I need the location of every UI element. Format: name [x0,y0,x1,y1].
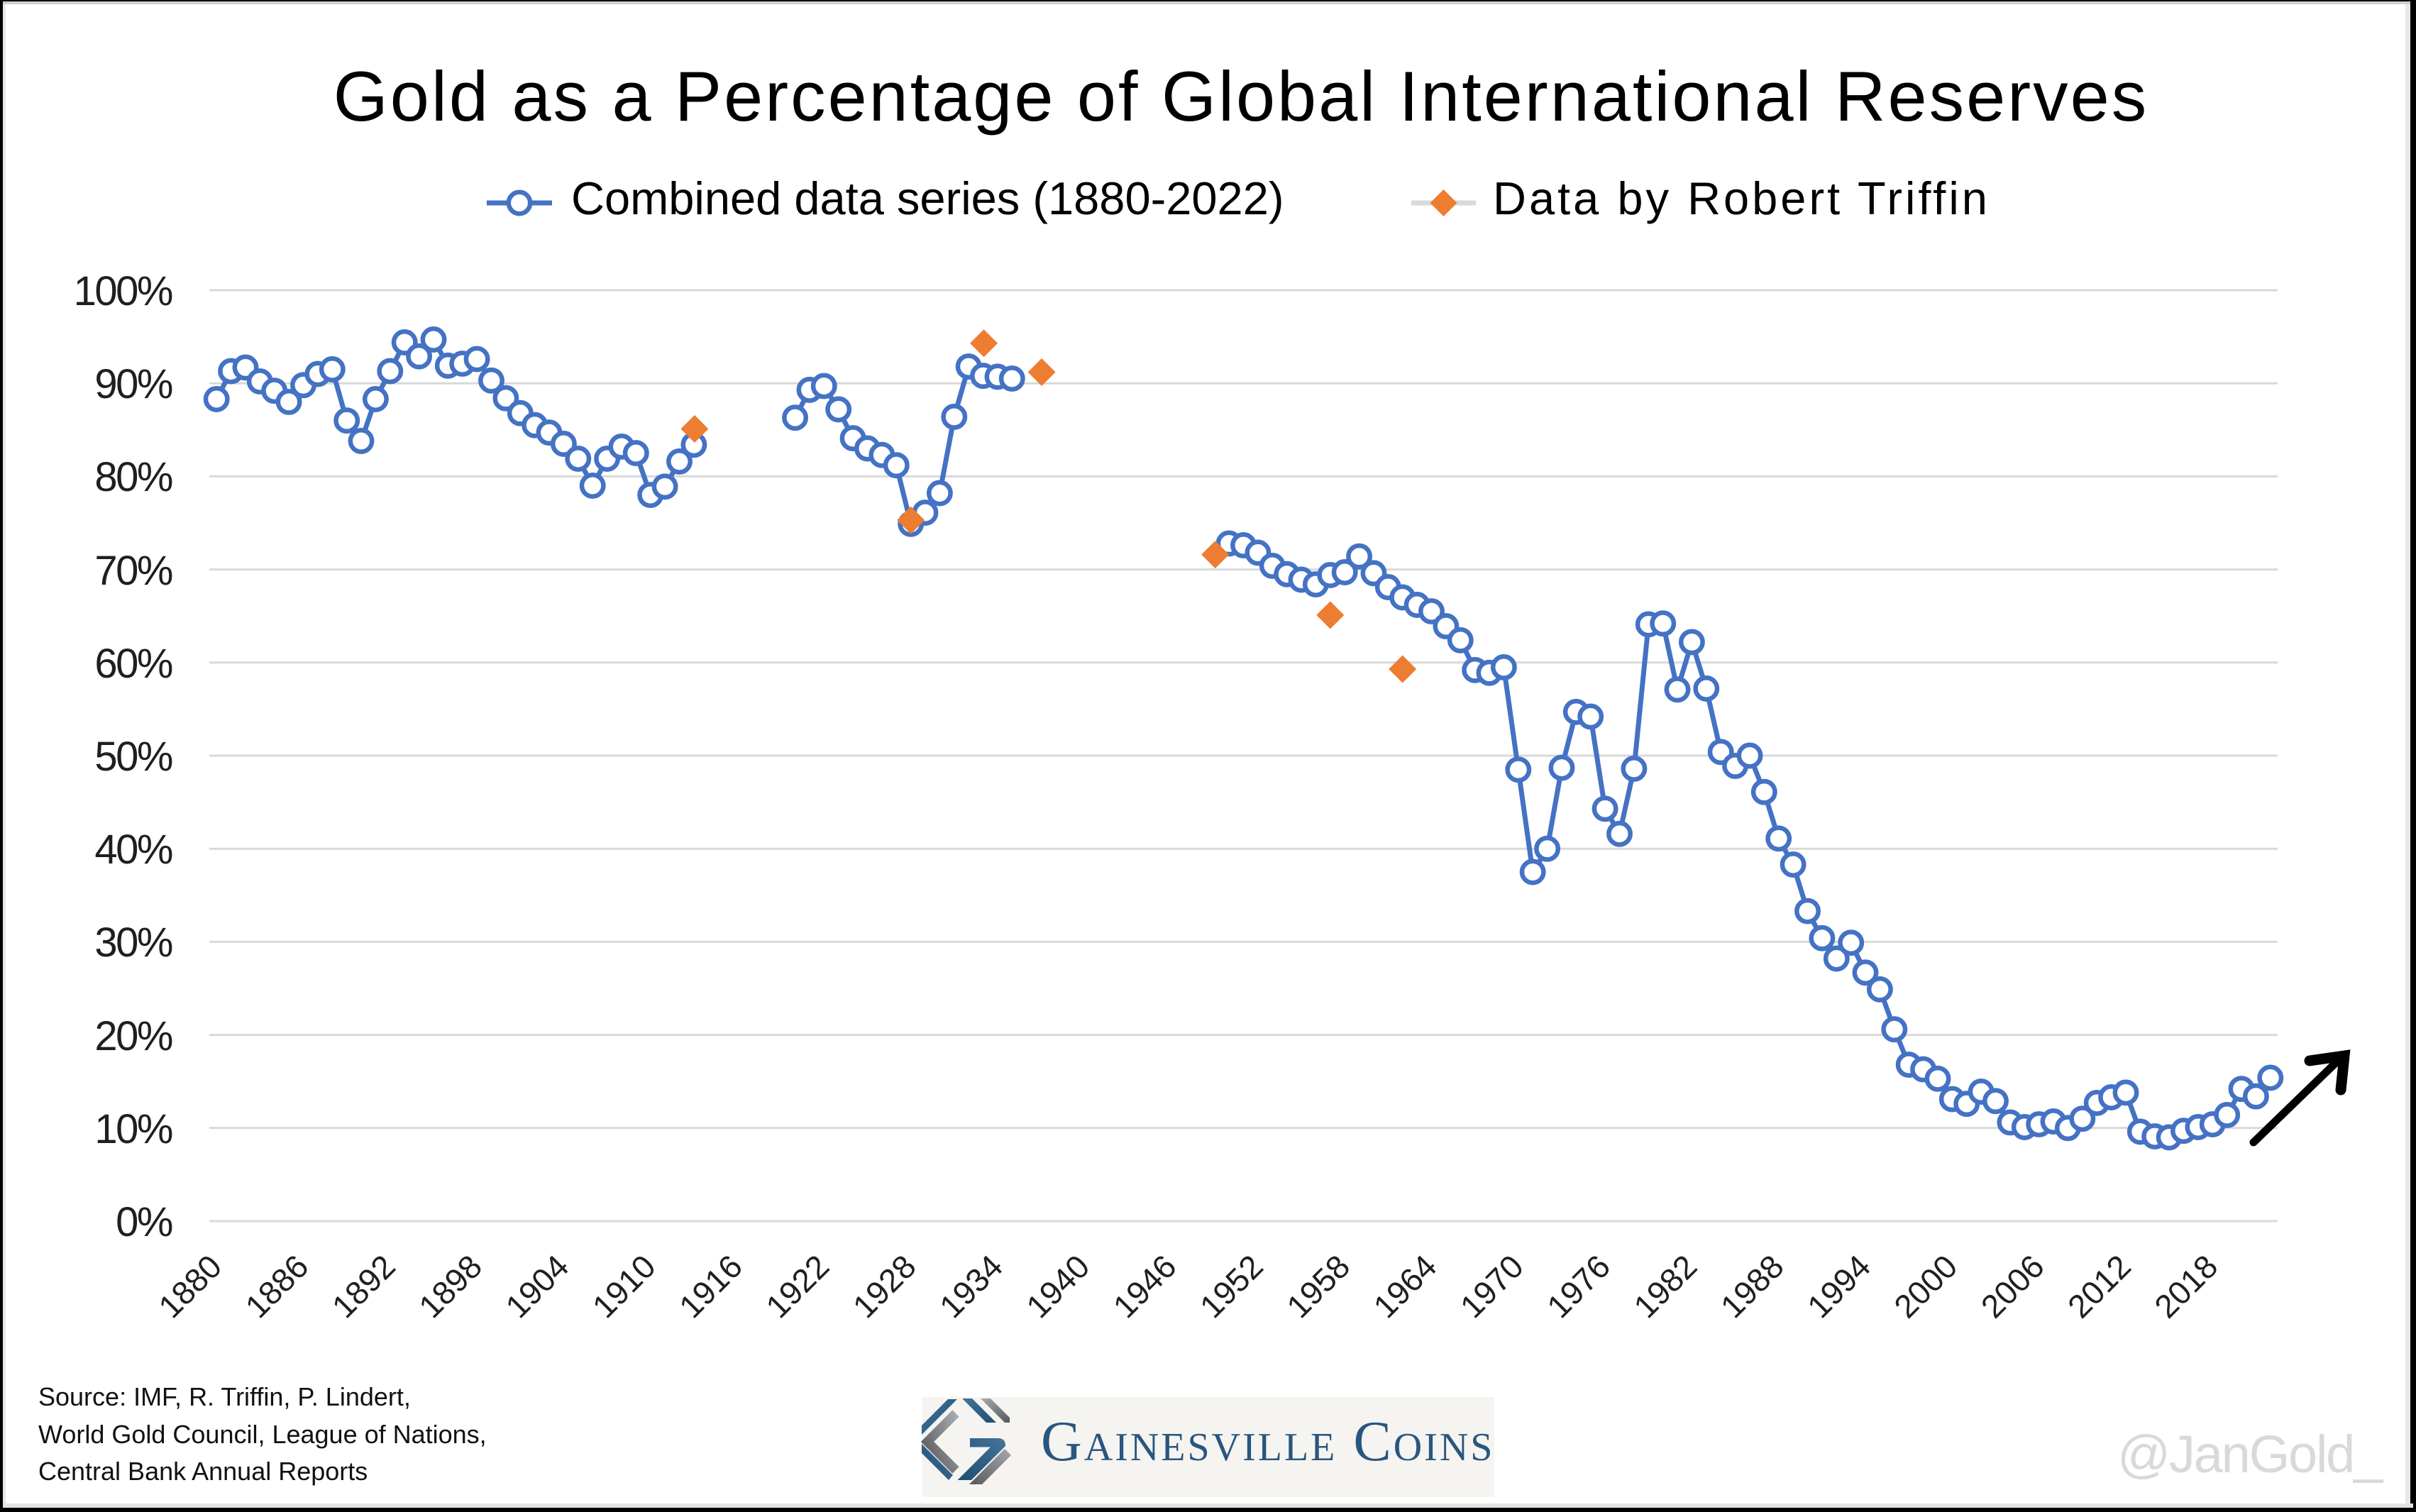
svg-text:70%: 70% [94,548,172,594]
svg-text:0%: 0% [116,1199,172,1245]
svg-text:50%: 50% [94,734,172,780]
svg-text:Gold as a Percentage of Global: Gold as a Percentage of Global Internati… [333,57,2149,136]
svg-text:20%: 20% [94,1013,172,1059]
svg-text:@JanGold_: @JanGold_ [2117,1425,2383,1484]
svg-text:Combined data series (1880-202: Combined data series (1880-2022) [571,172,1284,224]
svg-text:Central Bank Annual Reports: Central Bank Annual Reports [38,1457,368,1486]
svg-text:Source: IMF, R. Triffin, P. Li: Source: IMF, R. Triffin, P. Lindert, [38,1382,411,1411]
svg-text:40%: 40% [94,827,172,873]
svg-text:100%: 100% [74,268,172,314]
svg-text:80%: 80% [94,454,172,500]
svg-text:30%: 30% [94,920,172,966]
svg-text:10%: 10% [94,1106,172,1152]
svg-text:60%: 60% [94,641,172,687]
svg-text:World Gold Council, League of: World Gold Council, League of Nations, [38,1420,487,1449]
svg-text:90%: 90% [94,361,172,407]
svg-text:Data by Robert Triffin: Data by Robert Triffin [1493,172,1990,224]
svg-text:Gainesville Coins: Gainesville Coins [1041,1411,1494,1473]
